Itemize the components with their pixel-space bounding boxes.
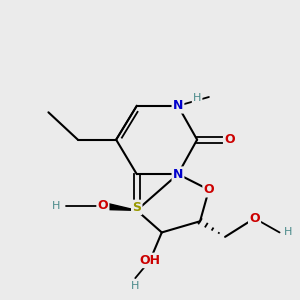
Text: H: H bbox=[131, 281, 140, 291]
Text: S: S bbox=[132, 201, 141, 214]
Text: O: O bbox=[224, 133, 235, 146]
Polygon shape bbox=[102, 202, 137, 210]
Text: N: N bbox=[173, 99, 183, 112]
Text: O: O bbox=[204, 183, 214, 196]
Text: H: H bbox=[52, 201, 60, 211]
Text: H: H bbox=[284, 227, 292, 237]
Text: O: O bbox=[98, 200, 108, 212]
Text: N: N bbox=[173, 168, 183, 181]
Text: O: O bbox=[249, 212, 260, 225]
Text: OH: OH bbox=[140, 254, 160, 267]
Text: H: H bbox=[193, 94, 201, 103]
